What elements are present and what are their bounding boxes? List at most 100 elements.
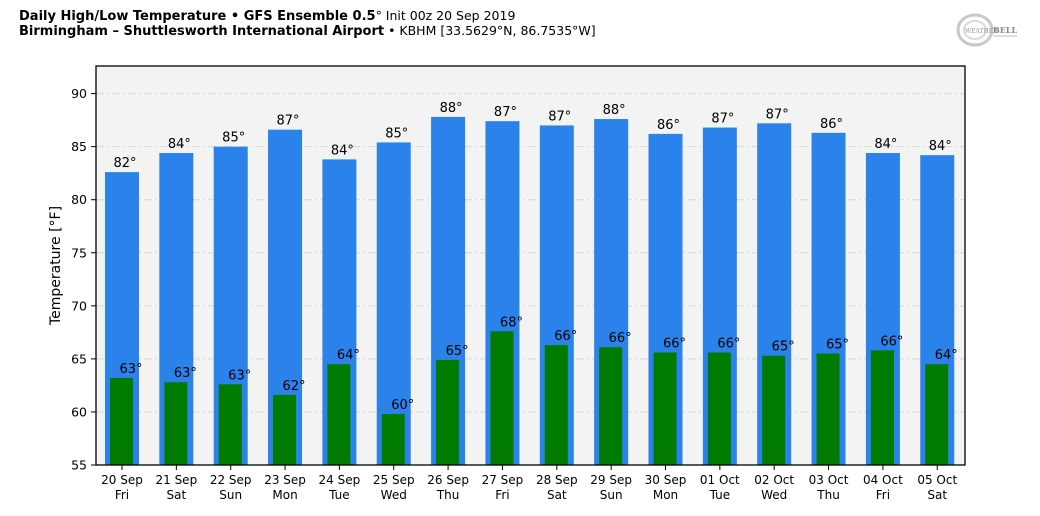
low-bar [762, 355, 786, 465]
high-bar [376, 142, 411, 466]
svg-text:BELL: BELL [993, 25, 1017, 35]
x-tick-label-date: 03 Oct [809, 473, 849, 487]
low-value-label: 66° [717, 337, 740, 352]
y-tick-label: 65 [71, 351, 87, 366]
low-value-label: 66° [554, 329, 577, 344]
x-tick-label-day: Fri [115, 488, 129, 502]
chart-title: Daily High/Low Temperature • GFS Ensembl… [19, 9, 596, 24]
chart-subtitle-station: Birmingham – Shuttlesworth International… [19, 24, 385, 39]
x-tick-label-day: Wed [761, 488, 787, 502]
y-tick-label: 75 [71, 245, 87, 260]
x-tick-label-date: 04 Oct [863, 473, 903, 487]
chart-subtitle: Birmingham – Shuttlesworth International… [19, 24, 596, 39]
x-tick-label-date: 21 Sep [155, 473, 197, 487]
x-tick-label-day: Mon [272, 488, 297, 502]
x-tick-label-date: 23 Sep [264, 473, 306, 487]
low-value-label: 63° [174, 366, 197, 381]
x-tick-label-date: 25 Sep [373, 473, 415, 487]
x-tick-label-date: 27 Sep [482, 473, 524, 487]
x-tick-label-day: Sun [600, 488, 623, 502]
low-value-label: 63° [119, 362, 142, 377]
x-tick-label-day: Sat [927, 488, 947, 502]
chart-subtitle-coords: • KBHM [33.5629°N, 86.7535°W] [384, 23, 596, 38]
x-tick-label-day: Tue [328, 488, 350, 502]
x-tick-label-day: Fri [495, 488, 509, 502]
low-bar [327, 364, 351, 465]
low-bar [925, 364, 949, 465]
low-bar [273, 394, 297, 465]
y-tick-label: 90 [71, 86, 87, 101]
low-bar [164, 382, 188, 465]
chart-title-init: Init 00z 20 Sep 2019 [381, 8, 516, 23]
weatherbell-swirl-logo-icon: WEATHER BELL [956, 13, 1017, 47]
plot-frame [95, 65, 966, 466]
x-tick-label-date: 28 Sep [536, 473, 578, 487]
chart-title-bold: Daily High/Low Temperature • GFS Ensembl… [19, 9, 376, 24]
high-value-label: 85° [222, 131, 245, 146]
x-tick-label-date: 01 Oct [700, 473, 740, 487]
low-bar [490, 331, 514, 465]
x-tick-label-date: 05 Oct [917, 473, 957, 487]
high-value-label: 86° [657, 118, 680, 133]
low-bar [218, 384, 242, 465]
low-bar [599, 347, 623, 465]
low-bar [381, 414, 405, 465]
high-value-label: 85° [385, 126, 408, 141]
high-labels: 82° 84° 85° 87° 84° 85° 88° 87° 87° 88° 86° 87° 87° 8… [113, 101, 951, 171]
low-value-label: 65° [826, 338, 849, 353]
low-value-label: 64° [337, 348, 360, 363]
low-value-label: 66° [663, 337, 686, 352]
low-value-label: 65° [446, 344, 469, 359]
high-value-label: 87° [494, 105, 517, 120]
low-bar [707, 352, 731, 465]
low-value-label: 66° [880, 334, 903, 349]
svg-text:WEATHER: WEATHER [965, 28, 998, 35]
x-tick-label-day: Fri [876, 488, 890, 502]
low-bar [816, 353, 840, 465]
x-tick-label-day: Sat [167, 488, 187, 502]
high-value-label: 84° [331, 143, 354, 158]
x-tick-label-date: 02 Oct [754, 473, 794, 487]
low-bar [544, 345, 568, 465]
low-value-label: 64° [935, 348, 958, 363]
high-value-label: 86° [820, 117, 843, 132]
y-axis-label: Temperature [°F] [48, 206, 64, 326]
y-tick-label: 80 [71, 192, 87, 207]
x-tick-label-day: Thu [436, 488, 460, 502]
x-tick-label-day: Mon [653, 488, 678, 502]
low-value-label: 66° [609, 331, 632, 346]
y-tick-label: 55 [71, 458, 87, 473]
low-labels: 63° 63° 63° 62° 64° 60° 65° 68° 66° 66° 66° 66° 65° 6… [119, 315, 957, 413]
y-tick-label: 60 [71, 404, 87, 419]
x-tick-label-day: Tue [709, 488, 731, 502]
chart-title-degree: ° [375, 8, 382, 23]
high-value-label: 87° [277, 114, 300, 129]
x-tick-label-date: 29 Sep [590, 473, 632, 487]
low-value-label: 65° [772, 340, 795, 355]
high-value-label: 88° [603, 103, 626, 118]
low-value-label: 62° [283, 379, 306, 394]
weatherbell-logo: WEATHER BELL [955, 12, 1021, 48]
high-value-label: 84° [874, 137, 897, 152]
low-bar [653, 352, 677, 465]
x-tick-label-date: 20 Sep [101, 473, 143, 487]
y-tick-label: 70 [71, 298, 87, 313]
x-tick-label-date: 26 Sep [427, 473, 469, 487]
x-tick-label-date: 30 Sep [645, 473, 687, 487]
x-tick-label-day: Wed [381, 488, 407, 502]
high-value-label: 82° [113, 156, 136, 171]
x-tick-label-day: Thu [816, 488, 840, 502]
y-axis: 55 60 65 70 75 80 85 90 [71, 86, 96, 473]
low-bars [110, 331, 949, 465]
low-value-label: 60° [391, 398, 414, 413]
high-value-label: 88° [440, 101, 463, 116]
high-value-label: 84° [929, 139, 952, 154]
x-tick-label-date: 24 Sep [319, 473, 361, 487]
high-value-label: 87° [711, 112, 734, 127]
x-tick-label-date: 22 Sep [210, 473, 252, 487]
high-value-label: 84° [168, 137, 191, 152]
x-tick-label-day: Sat [547, 488, 567, 502]
x-tick-label-day: Sun [219, 488, 242, 502]
